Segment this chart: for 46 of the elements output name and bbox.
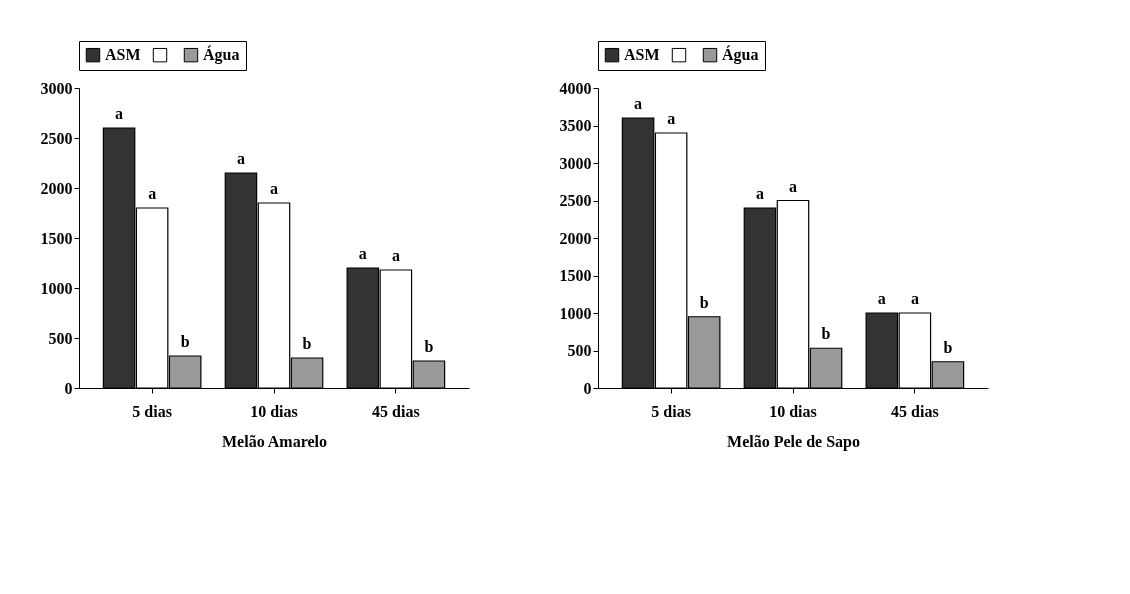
x-tick-label: 45 dias (372, 402, 420, 420)
y-tick-label: 1000 (559, 304, 592, 322)
annotation: a (910, 290, 919, 307)
x-axis-title: Melão Amarelo (221, 432, 328, 450)
annotation: a (634, 95, 643, 112)
annotation: a (236, 150, 245, 167)
x-tick-label: 10 dias (250, 402, 298, 420)
annotation: b (821, 325, 831, 343)
annotation: b (302, 335, 312, 352)
legend-label: Água (203, 45, 240, 65)
annotation: b (180, 333, 190, 350)
y-tick-label: 500 (48, 329, 73, 347)
x-tick-label: 45 dias (891, 402, 939, 420)
y-tick-label: 3000 (40, 79, 73, 97)
x-tick-label: 5 dias (132, 402, 172, 420)
annotation: a (789, 177, 797, 195)
y-tick-label: 1500 (559, 267, 592, 284)
y-tick-label: 0 (64, 379, 73, 397)
y-tick-label: 2500 (559, 192, 592, 209)
annotation: b (699, 293, 709, 311)
y-tick-label: 1500 (40, 229, 73, 247)
annotation: a (270, 180, 278, 197)
y-tick-label: 2000 (40, 179, 73, 197)
y-tick-label: 3500 (559, 117, 592, 134)
y-tick-label: 4000 (559, 79, 592, 97)
y-tick-label: 1000 (40, 279, 73, 297)
annotation: a (391, 247, 400, 264)
x-tick-label: 10 dias (769, 402, 817, 420)
x-axis-title: Melão Pele de Sapo (727, 432, 860, 451)
annotation: b (424, 338, 434, 355)
annotation: a (358, 245, 367, 262)
legend-label: ASM (624, 46, 660, 64)
legend-label: ASM (105, 46, 141, 64)
x-tick-label: 5 dias (651, 402, 691, 420)
y-tick-label: 3000 (559, 154, 592, 172)
annotation: a (877, 290, 886, 307)
annotation: a (148, 185, 157, 202)
annotation: a (667, 110, 676, 127)
y-tick-label: 500 (567, 342, 592, 359)
annotation: b (943, 338, 953, 356)
y-tick-label: 2500 (40, 129, 73, 147)
annotation: a (755, 185, 764, 202)
y-tick-label: 0 (583, 379, 592, 397)
legend-label: Água (722, 45, 759, 65)
annotation: a (115, 105, 124, 122)
y-tick-label: 2000 (559, 229, 592, 247)
